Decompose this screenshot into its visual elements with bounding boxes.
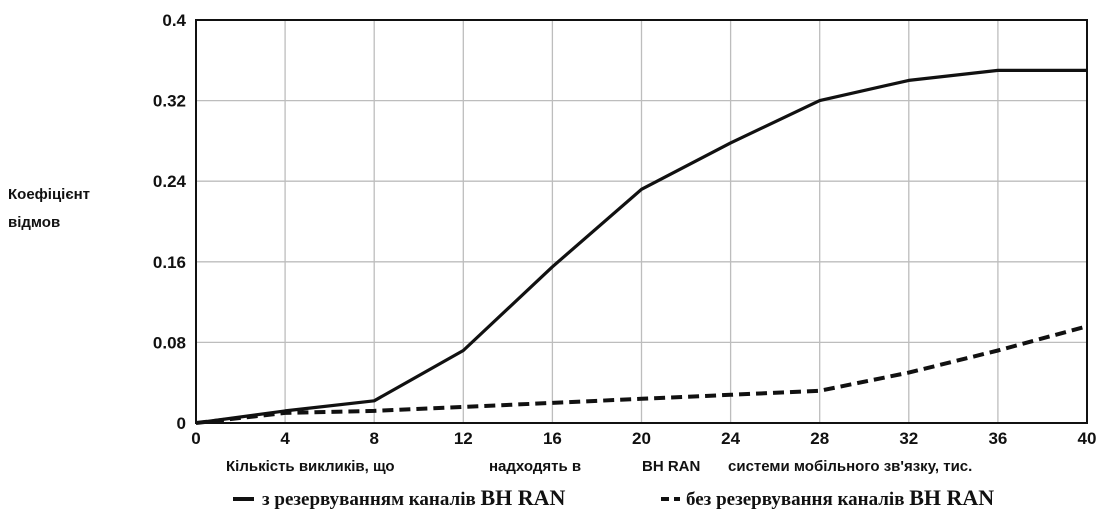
legend-label-dashed: без резервування каналів BH RAN: [686, 485, 994, 510]
series-line-with-reservation: [195, 68, 1087, 425]
x-tick-label: 12: [454, 429, 473, 448]
legend-solid-suffix: BH RAN: [480, 485, 565, 510]
x-tick-label: 8: [369, 429, 378, 448]
series-0-point: [373, 400, 375, 402]
series-1-point: [908, 372, 910, 374]
series-1-point: [730, 394, 732, 396]
x-axis-label-part-4: системи мобільного зв'язку, тис.: [728, 458, 972, 475]
series-0-point: [730, 142, 732, 144]
series-0-point: [908, 80, 910, 82]
series-1-point: [997, 350, 999, 352]
series-0-point: [552, 266, 554, 268]
legend-dashed-suffix: BH RAN: [909, 485, 994, 510]
series-layer: [195, 68, 1088, 425]
x-tick-label: 28: [810, 429, 829, 448]
x-tick-label: 0: [191, 429, 200, 448]
legend-label-solid: з резервуванням каналів BH RAN: [262, 485, 566, 510]
y-tick-label: 0.24: [153, 172, 187, 191]
series-0-point: [463, 350, 465, 352]
grid-lines: [196, 20, 1087, 423]
y-tick-label: 0.16: [153, 253, 186, 272]
series-0-point: [819, 100, 821, 102]
x-axis-label-part-2: надходять в: [489, 458, 581, 475]
x-tick-label: 24: [721, 429, 740, 448]
x-tick-label: 4: [280, 429, 290, 448]
x-axis-ticks: 0 4 8 12 16 20 24 28 32 36 40: [191, 429, 1096, 448]
series-1-point: [552, 402, 554, 404]
series-1-point: [641, 398, 643, 400]
x-axis-label: Кількість викликів, що надходять в ВН RA…: [226, 458, 972, 475]
x-tick-label: 36: [988, 429, 1007, 448]
y-tick-label: 0.08: [153, 333, 186, 352]
legend-solid-prefix: з резервуванням каналів: [262, 489, 476, 510]
y-axis-label-line-1: Коефіцієнт: [8, 186, 90, 203]
series-1-point: [819, 390, 821, 392]
y-tick-label: 0.32: [153, 92, 186, 111]
x-tick-label: 32: [899, 429, 918, 448]
series-0-point: [997, 70, 999, 72]
y-axis-label: Коефіцієнт відмов: [8, 186, 94, 231]
series-1-point: [463, 406, 465, 408]
y-axis-label-line-2: відмов: [8, 214, 60, 231]
series-0-point: [641, 188, 643, 190]
series-1-point: [284, 412, 286, 414]
legend: з резервуванням каналів BH RAN без резер…: [233, 485, 994, 510]
series-1-point: [373, 410, 375, 412]
x-tick-label: 16: [543, 429, 562, 448]
plot-frame: [195, 19, 1088, 424]
x-axis-label-part-1: Кількість викликів, що: [226, 458, 395, 475]
legend-dashed-prefix: без резервування каналів: [686, 489, 904, 510]
x-tick-label: 40: [1078, 429, 1097, 448]
y-tick-label: 0: [177, 414, 186, 433]
y-axis-ticks: 0 0.08 0.16 0.24 0.32 0.4: [153, 11, 187, 433]
x-axis-label-part-3: ВН RAN: [642, 458, 700, 475]
series-line-without-reservation: [195, 324, 1088, 425]
x-tick-label: 20: [632, 429, 651, 448]
y-tick-label: 0.4: [162, 11, 186, 30]
